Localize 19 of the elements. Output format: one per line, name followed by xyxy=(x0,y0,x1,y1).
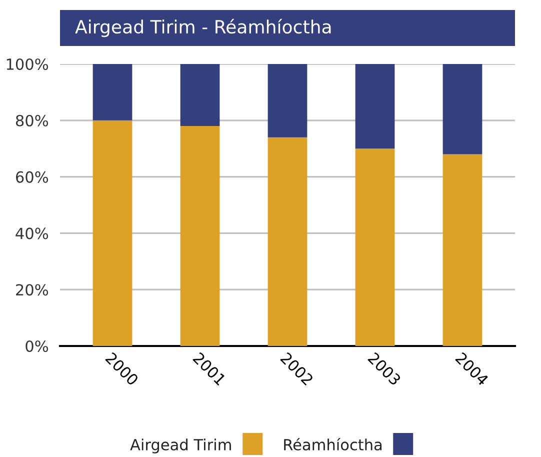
bar xyxy=(355,148,395,346)
bar xyxy=(180,64,220,126)
bar xyxy=(180,126,220,346)
legend-label: Réamhíoctha xyxy=(284,438,382,450)
y-tick-label: 20% xyxy=(16,284,48,296)
bar xyxy=(268,64,308,138)
bar xyxy=(355,64,395,149)
y-tick-label: 80% xyxy=(16,114,48,126)
bar xyxy=(442,64,482,154)
y-tick-label: 60% xyxy=(16,171,48,183)
bar xyxy=(442,154,482,346)
y-tick-label: 40% xyxy=(16,228,48,240)
bar xyxy=(92,120,132,346)
bar xyxy=(268,137,308,346)
chart-title: Airgead Tirim - Réamhíoctha xyxy=(75,18,331,38)
y-tick-label: 100% xyxy=(6,58,48,70)
bar xyxy=(92,64,132,120)
legend-label: Airgead Tirim xyxy=(130,438,231,454)
y-tick-label: 0% xyxy=(26,340,48,352)
